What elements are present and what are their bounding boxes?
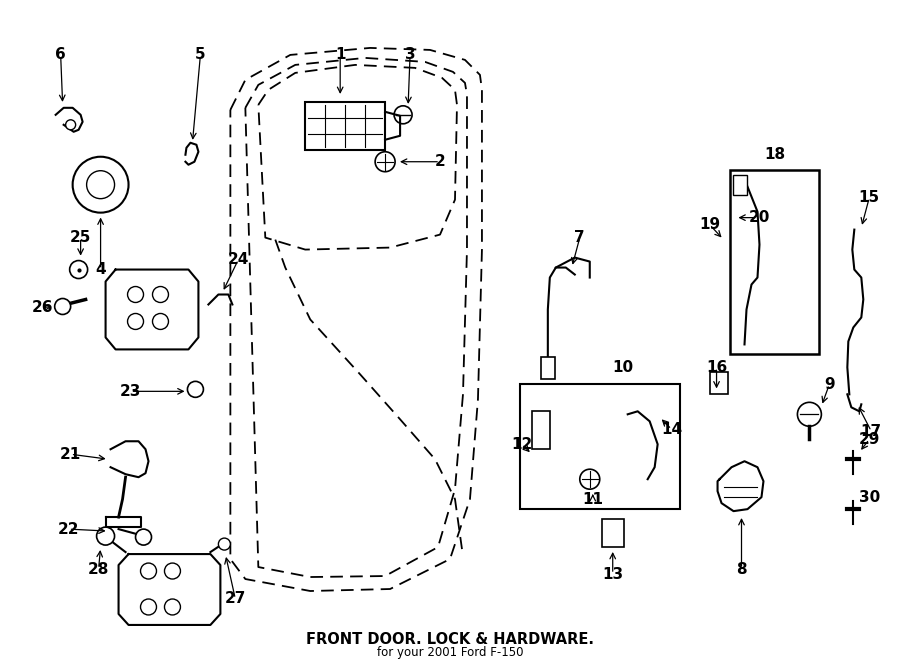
Circle shape xyxy=(165,563,181,579)
Bar xyxy=(602,519,624,547)
Text: 18: 18 xyxy=(764,147,785,162)
Bar xyxy=(541,358,554,379)
Text: 24: 24 xyxy=(228,252,249,267)
Circle shape xyxy=(152,313,168,329)
Bar xyxy=(305,102,385,150)
Text: 26: 26 xyxy=(32,300,53,315)
Text: 11: 11 xyxy=(582,492,603,507)
Bar xyxy=(733,175,746,195)
Text: 4: 4 xyxy=(95,262,106,277)
Bar xyxy=(520,384,680,509)
Text: 8: 8 xyxy=(736,562,747,576)
Bar xyxy=(709,372,727,395)
Text: 12: 12 xyxy=(511,437,533,451)
Circle shape xyxy=(86,171,114,199)
Circle shape xyxy=(136,529,151,545)
Text: 23: 23 xyxy=(120,384,141,399)
Circle shape xyxy=(73,157,129,213)
Text: 22: 22 xyxy=(58,522,79,537)
Text: 29: 29 xyxy=(859,432,880,447)
Text: 17: 17 xyxy=(860,424,882,439)
Circle shape xyxy=(69,260,87,278)
Text: 20: 20 xyxy=(749,210,770,225)
Circle shape xyxy=(152,286,168,303)
Text: 3: 3 xyxy=(405,48,416,62)
Text: 14: 14 xyxy=(662,422,682,437)
Circle shape xyxy=(797,403,822,426)
Text: 6: 6 xyxy=(55,48,66,62)
Text: 30: 30 xyxy=(859,490,880,504)
Text: 25: 25 xyxy=(70,230,91,245)
Circle shape xyxy=(128,313,143,329)
Text: 5: 5 xyxy=(195,48,206,62)
Circle shape xyxy=(140,563,157,579)
Circle shape xyxy=(219,538,230,550)
Text: FRONT DOOR. LOCK & HARDWARE.: FRONT DOOR. LOCK & HARDWARE. xyxy=(306,633,594,647)
Circle shape xyxy=(187,381,203,397)
Circle shape xyxy=(55,299,70,315)
Text: 13: 13 xyxy=(602,566,624,582)
Text: 16: 16 xyxy=(706,360,727,375)
Text: 7: 7 xyxy=(574,230,585,245)
Text: 27: 27 xyxy=(225,592,246,607)
Circle shape xyxy=(165,599,181,615)
Circle shape xyxy=(394,106,412,124)
Circle shape xyxy=(128,286,143,303)
Text: 10: 10 xyxy=(612,360,634,375)
Circle shape xyxy=(375,152,395,172)
Text: 9: 9 xyxy=(824,377,834,392)
Circle shape xyxy=(96,527,114,545)
Bar xyxy=(532,411,550,449)
Text: 21: 21 xyxy=(60,447,81,462)
Circle shape xyxy=(66,120,76,130)
Text: 28: 28 xyxy=(88,562,109,576)
Text: 1: 1 xyxy=(335,48,346,62)
Text: for your 2001 Ford F-150: for your 2001 Ford F-150 xyxy=(377,646,523,660)
Circle shape xyxy=(140,599,157,615)
Circle shape xyxy=(580,469,599,489)
Bar xyxy=(730,170,819,354)
Text: 19: 19 xyxy=(699,217,720,232)
Text: 15: 15 xyxy=(859,190,880,205)
Text: 2: 2 xyxy=(435,154,446,169)
